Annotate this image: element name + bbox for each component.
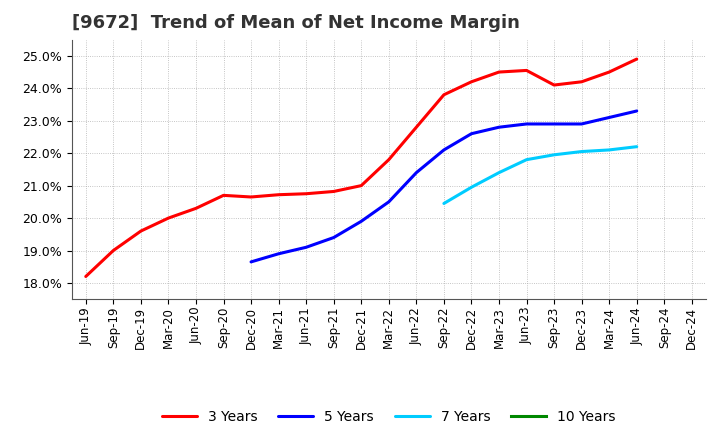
3 Years [550,82,559,88]
7 Years [577,149,586,154]
Line: 5 Years: 5 Years [251,111,636,262]
Legend: 3 Years, 5 Years, 7 Years, 10 Years: 3 Years, 5 Years, 7 Years, 10 Years [157,405,621,430]
7 Years [522,157,531,162]
3 Years [577,79,586,84]
3 Years [247,194,256,200]
3 Years [632,56,641,62]
3 Years [192,205,200,211]
5 Years [412,170,420,175]
5 Years [632,108,641,114]
3 Years [137,228,145,234]
3 Years [164,216,173,221]
5 Years [384,199,393,205]
3 Years [274,192,283,198]
Line: 3 Years: 3 Years [86,59,636,276]
3 Years [109,248,117,253]
3 Years [495,70,503,75]
3 Years [440,92,449,97]
3 Years [522,68,531,73]
7 Years [495,170,503,175]
5 Years [329,235,338,240]
3 Years [219,193,228,198]
3 Years [384,157,393,162]
5 Years [605,115,613,120]
Text: [9672]  Trend of Mean of Net Income Margin: [9672] Trend of Mean of Net Income Margi… [72,15,520,33]
5 Years [247,259,256,264]
Line: 7 Years: 7 Years [444,147,636,203]
5 Years [357,219,366,224]
3 Years [329,189,338,194]
7 Years [605,147,613,153]
3 Years [412,125,420,130]
5 Years [577,121,586,127]
5 Years [274,251,283,257]
5 Years [550,121,559,127]
3 Years [605,70,613,75]
3 Years [81,274,90,279]
7 Years [632,144,641,149]
5 Years [522,121,531,127]
7 Years [550,152,559,158]
3 Years [467,79,476,84]
5 Years [495,125,503,130]
5 Years [302,245,310,250]
3 Years [302,191,310,196]
5 Years [467,131,476,136]
7 Years [440,201,449,206]
7 Years [467,185,476,190]
5 Years [440,147,449,153]
3 Years [357,183,366,188]
